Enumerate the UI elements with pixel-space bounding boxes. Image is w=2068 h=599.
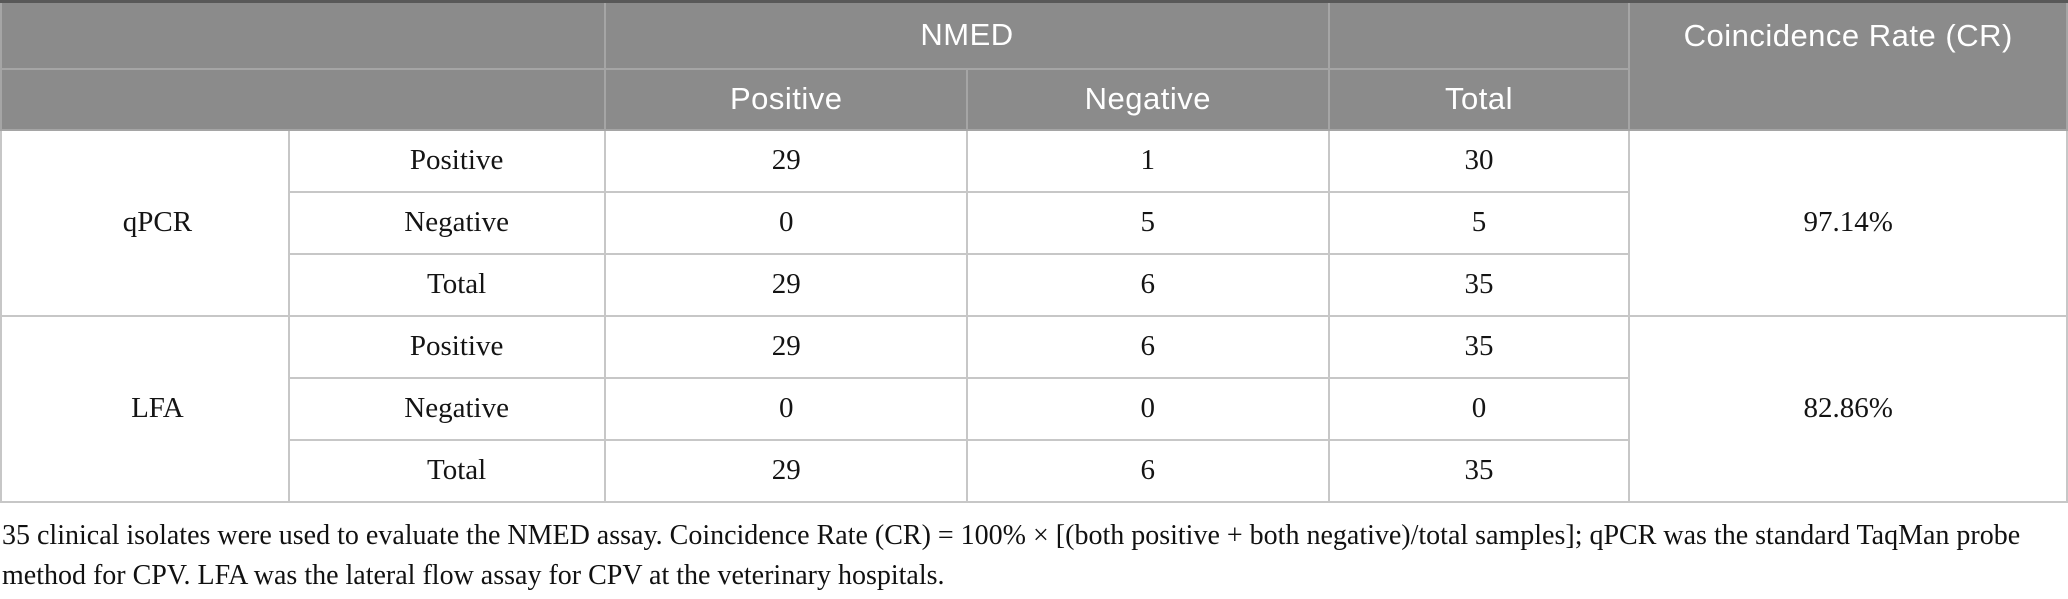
table-row-qpcr-positive: qPCR Positive 29 1 30 97.14%: [0, 128, 2068, 317]
header-row-group: NMED Coincidence Rate (CR): [0, 0, 2068, 131]
cell-value: 6: [966, 438, 1330, 503]
table-row-lfa-total: Total 29 6 35: [1, 438, 2067, 503]
row-label: Negative: [287, 376, 607, 441]
cell-value: 1: [966, 128, 1330, 193]
cell-value: 29: [604, 128, 969, 193]
cell-value: 30: [1327, 128, 1631, 193]
row-label: Positive: [287, 314, 607, 379]
cell-value: 0: [604, 190, 969, 255]
cell-value: 35: [1327, 314, 1631, 379]
cell-value: 5: [966, 190, 1330, 255]
cell-value: 0: [1327, 376, 1631, 441]
table-header: NMED Coincidence Rate (CR) Positive Nega…: [0, 0, 2068, 131]
header-row-sub: Positive Negative Total: [0, 67, 2067, 131]
table-body: qPCR Positive 29 1 30 97.14% Negative 0 …: [0, 128, 2068, 503]
header-positive-cell: Positive: [604, 67, 969, 131]
table-footnote: 35 clinical isolates were used to evalua…: [2, 519, 2021, 591]
table-row-qpcr-negative: Negative 0 5 5: [1, 190, 2067, 255]
table-row-qpcr-total: Total 29 6 35: [1, 252, 2067, 317]
row-label: Positive: [287, 128, 607, 193]
header-empty-cell-2: [0, 67, 607, 131]
row-label: Total: [287, 438, 607, 503]
cell-value: 6: [966, 252, 1330, 317]
cell-value: 0: [604, 376, 969, 441]
cell-value: 35: [1327, 438, 1631, 503]
header-nmed-cell: NMED: [604, 0, 1330, 70]
cell-value: 35: [1327, 252, 1631, 317]
cell-value: 29: [604, 252, 969, 317]
header-empty-cell: [0, 0, 607, 70]
row-label: Total: [287, 252, 607, 317]
header-negative-cell: Negative: [966, 67, 1330, 131]
cell-value: 29: [604, 438, 969, 503]
cr-value-lfa: 82.86%: [1628, 314, 2068, 503]
cell-value: 6: [966, 314, 1330, 379]
cr-value-qpcr: 97.14%: [1628, 128, 2068, 317]
coincidence-rate-table: NMED Coincidence Rate (CR) Positive Nega…: [0, 0, 2068, 503]
method-label-lfa: LFA: [0, 314, 290, 503]
method-label-qpcr: qPCR: [0, 128, 290, 317]
table-row-lfa-positive: LFA Positive 29 6 35 82.86%: [0, 314, 2068, 503]
table-row-lfa-negative: Negative 0 0 0: [1, 376, 2067, 441]
cell-value: 0: [966, 376, 1330, 441]
row-label: Negative: [287, 190, 607, 255]
cell-value: 5: [1327, 190, 1631, 255]
header-empty-cell-above-total: [1327, 0, 1631, 70]
header-coincidence-rate-cell: Coincidence Rate (CR): [1628, 0, 2068, 131]
cell-value: 29: [604, 314, 969, 379]
header-total-cell: Total: [1327, 67, 1631, 131]
